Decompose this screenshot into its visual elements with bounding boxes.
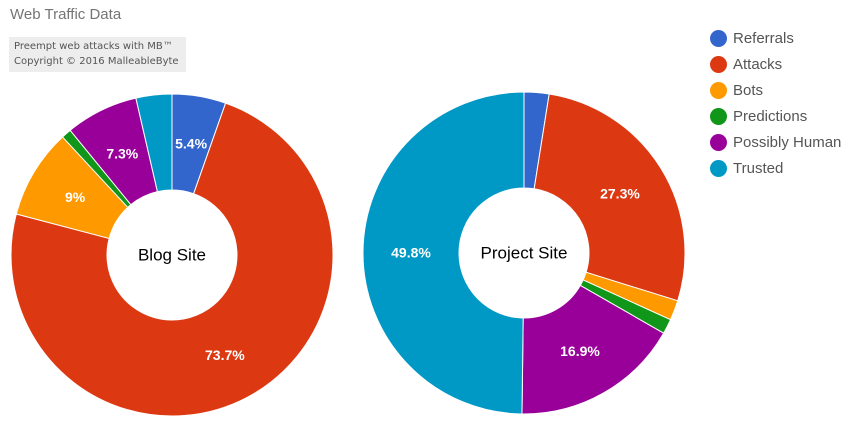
legend: Referrals Attacks Bots Predictions Possibly … (710, 25, 841, 181)
data-label-blog-site-possibly-human: 7.3% (106, 146, 138, 162)
watermark-line-1: Preempt web attacks with MB™ (14, 41, 173, 52)
legend-label-referrals: Referrals (733, 29, 794, 47)
legend-item-bots[interactable]: Bots (710, 77, 841, 103)
legend-swatch-predictions (710, 107, 727, 125)
legend-swatch-referrals (710, 29, 727, 47)
legend-label-predictions: Predictions (733, 107, 808, 125)
data-label-project-site-possibly-human: 16.9% (560, 343, 600, 359)
center-label-project-site: Project Site (481, 244, 568, 263)
slice-blog-site-attacks[interactable] (10, 102, 334, 417)
watermark-box: Preempt web attacks with MB™ Copyright ©… (9, 37, 186, 72)
legend-label-attacks: Attacks (733, 55, 783, 73)
legend-item-predictions[interactable]: Predictions (710, 103, 841, 129)
legend-swatch-attacks (710, 55, 727, 73)
slice-project-site-attacks[interactable] (533, 93, 686, 302)
data-label-blog-site-referrals: 5.4% (175, 136, 207, 152)
legend-label-bots: Bots (733, 81, 764, 99)
data-label-project-site-attacks: 27.3% (600, 185, 640, 201)
data-label-blog-site-attacks: 73.7% (205, 347, 245, 363)
watermark-line-2: Copyright © 2016 MalleableByte (14, 56, 179, 67)
center-label-blog-site: Blog Site (138, 246, 206, 265)
legend-label-trusted: Trusted (733, 159, 784, 177)
slice-project-site-possibly-human[interactable] (521, 284, 665, 415)
legend-swatch-bots (710, 81, 727, 99)
legend-swatch-trusted (710, 159, 727, 177)
data-label-project-site-trusted: 49.8% (391, 244, 431, 260)
slice-project-site-trusted[interactable] (362, 91, 525, 415)
legend-label-possibly-human: Possibly Human (733, 133, 842, 151)
chart-title: Web Traffic Data (10, 6, 122, 23)
legend-item-referrals[interactable]: Referrals (710, 25, 841, 51)
legend-item-attacks[interactable]: Attacks (710, 51, 841, 77)
slice-blog-site-trusted[interactable] (135, 93, 173, 193)
legend-swatch-possibly-human (710, 133, 727, 151)
data-label-blog-site-bots: 9% (65, 189, 86, 205)
legend-item-possibly-human[interactable]: Possibly Human (710, 129, 841, 155)
legend-item-trusted[interactable]: Trusted (710, 155, 841, 181)
